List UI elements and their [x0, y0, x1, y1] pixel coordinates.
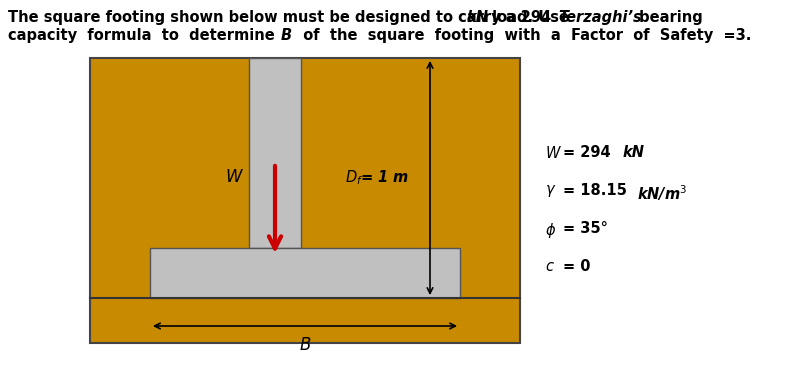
Text: $W$: $W$: [544, 145, 561, 161]
Text: $\gamma$: $\gamma$: [544, 183, 556, 199]
Text: = 0: = 0: [562, 259, 590, 274]
Bar: [90, 58, 519, 343]
Text: kN/m$^3$: kN/m$^3$: [636, 183, 686, 203]
Text: kN: kN: [622, 145, 644, 160]
Text: kN: kN: [466, 10, 488, 25]
Text: = 35°: = 35°: [562, 221, 607, 236]
Text: Terzaghi’s: Terzaghi’s: [557, 10, 641, 25]
Text: The square footing shown below must be designed to carry a 294: The square footing shown below must be d…: [8, 10, 556, 25]
Bar: [249, 58, 301, 248]
Bar: [150, 248, 460, 298]
Text: load. Use: load. Use: [487, 10, 573, 25]
Text: = 294: = 294: [562, 145, 615, 160]
Text: capacity  formula  to  determine: capacity formula to determine: [8, 28, 285, 43]
Text: bearing: bearing: [633, 10, 702, 25]
Text: $W$: $W$: [225, 168, 243, 186]
Text: of  the  square  footing  with  a  Factor  of  Safety  =3.: of the square footing with a Factor of S…: [293, 28, 750, 43]
Text: = 18.15: = 18.15: [562, 183, 631, 198]
Text: $\phi$: $\phi$: [544, 221, 556, 240]
Text: $c$: $c$: [544, 259, 554, 274]
Text: $B$: $B$: [298, 336, 311, 354]
Text: B: B: [281, 28, 292, 43]
Text: $D_f$= 1 m: $D_f$= 1 m: [345, 169, 409, 187]
